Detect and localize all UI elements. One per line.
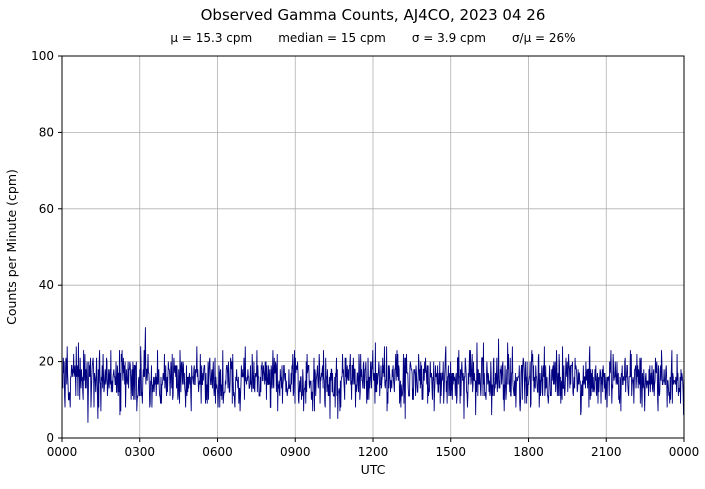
axes: 0 20 40 60 80 100 0000 0300 0600 0900 1200 1500 1800… [31, 49, 699, 459]
gamma-counts-line [61, 327, 685, 423]
x-tick-label: 0900 [280, 445, 311, 459]
y-axis-label: Counts per Minute (cpm) [4, 169, 19, 325]
y-tick-label: 0 [46, 431, 54, 445]
x-tick-label: 1800 [513, 445, 544, 459]
x-tick-label: 2100 [591, 445, 622, 459]
x-axis-label: UTC [361, 462, 386, 477]
y-tick-label: 80 [39, 125, 54, 139]
x-tick-label: 1200 [358, 445, 389, 459]
stat-cv: σ/μ = 26% [511, 31, 576, 45]
stat-mean: μ = 15.3 cpm [170, 31, 253, 45]
x-tick-label: 0000 [669, 445, 700, 459]
chart-stats-line: μ = 15.3 cpm median = 15 cpm σ = 3.9 cpm σ/… [62, 30, 684, 46]
y-tick-label: 20 [39, 355, 54, 369]
data-series-line [61, 327, 685, 423]
stat-median: median = 15 cpm [278, 31, 386, 45]
y-tick-label: 60 [39, 202, 54, 216]
chart-title: Observed Gamma Counts, AJ4CO, 2023 04 26 [200, 6, 546, 24]
plot-border [61, 55, 685, 439]
x-tick-label: 0000 [47, 445, 78, 459]
x-tick-label: 0600 [202, 445, 233, 459]
y-tick-label: 100 [31, 49, 54, 63]
y-tick-label: 40 [39, 278, 54, 292]
stat-sigma: σ = 3.9 cpm [411, 31, 486, 45]
x-tick-label: 1500 [435, 445, 466, 459]
x-tick-label: 0300 [124, 445, 155, 459]
